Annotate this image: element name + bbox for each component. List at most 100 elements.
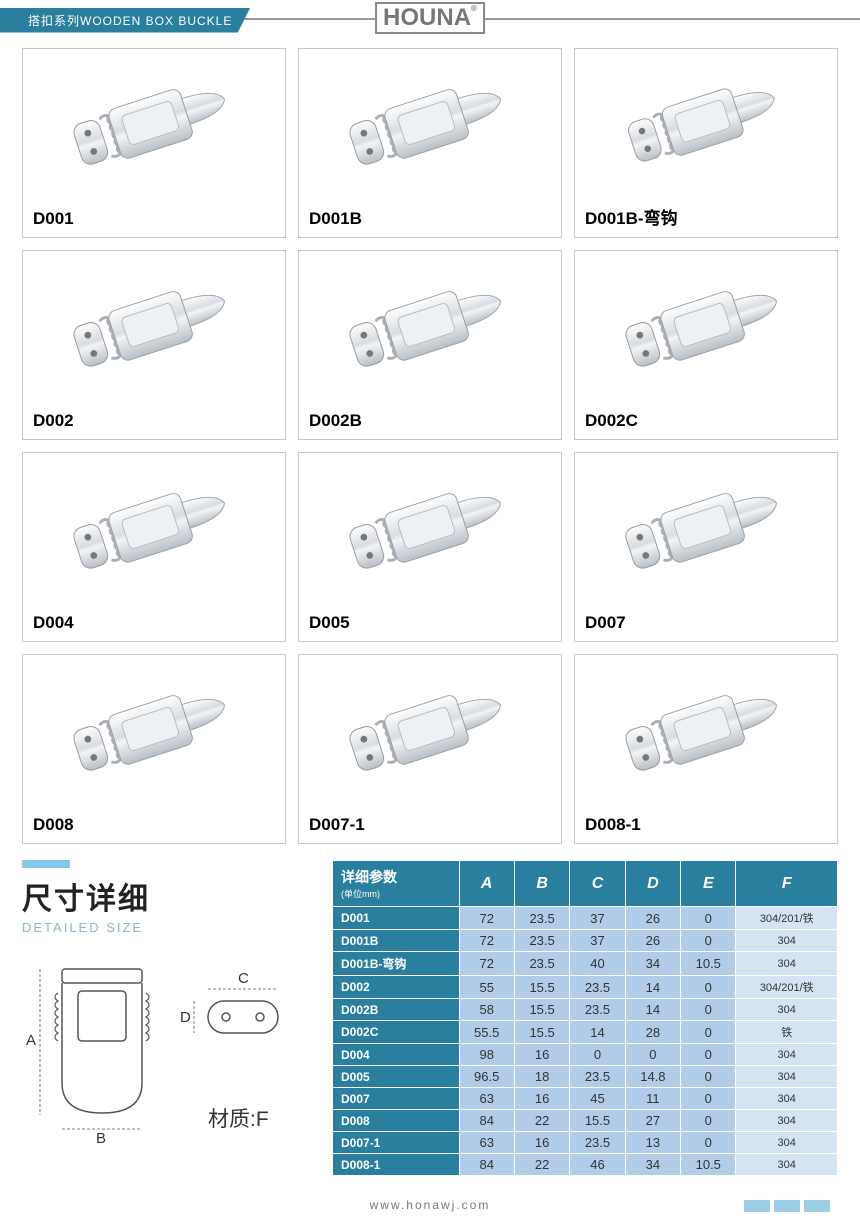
row-value: 16: [514, 1132, 569, 1154]
product-code: D001: [23, 203, 285, 237]
product-code: D002C: [575, 405, 837, 439]
row-code: D008-1: [333, 1154, 460, 1176]
row-value: 0: [570, 1044, 625, 1066]
dimension-diagram: A B C D 材质:F: [22, 953, 312, 1143]
product-card: D004: [22, 452, 286, 642]
row-code: D007-1: [333, 1132, 460, 1154]
size-title-en: DETAILED SIZE: [22, 920, 312, 935]
row-code: D001: [333, 907, 460, 930]
page-header: 搭扣系列WOODEN BOX BUCKLE HOUNA®: [0, 0, 860, 40]
table-row: D002C55.515.514280铁: [333, 1021, 838, 1044]
product-code: D001B-弯钩: [575, 198, 837, 237]
row-value: 0: [681, 1132, 736, 1154]
row-value: 37: [570, 907, 625, 930]
product-code: D002B: [299, 405, 561, 439]
product-image: [23, 49, 285, 203]
table-row: D00596.51823.514.80304: [333, 1066, 838, 1088]
row-value: 0: [681, 1021, 736, 1044]
product-card: D007: [574, 452, 838, 642]
row-value: 23.5: [570, 976, 625, 999]
row-value: 304/201/铁: [736, 976, 838, 999]
row-value: 0: [681, 999, 736, 1021]
product-image: [299, 49, 561, 203]
spec-col-B: B: [514, 861, 569, 907]
row-value: 40: [570, 952, 625, 976]
product-image: [575, 453, 837, 607]
row-value: 304: [736, 1110, 838, 1132]
product-code: D008: [23, 809, 285, 843]
row-value: 23.5: [514, 907, 569, 930]
spec-col-E: E: [681, 861, 736, 907]
row-value: 0: [681, 1110, 736, 1132]
row-code: D004: [333, 1044, 460, 1066]
row-value: 15.5: [514, 999, 569, 1021]
row-value: 34: [625, 952, 680, 976]
row-value: 84: [459, 1154, 514, 1176]
spec-table: 详细参数(单位mm)ABCDEF D0017223.537260304/201/…: [332, 860, 838, 1176]
row-value: 27: [625, 1110, 680, 1132]
row-value: 14: [625, 976, 680, 999]
row-value: 14: [625, 999, 680, 1021]
row-value: 96.5: [459, 1066, 514, 1088]
row-value: 14.8: [625, 1066, 680, 1088]
table-row: D007631645110304: [333, 1088, 838, 1110]
row-value: 304: [736, 1154, 838, 1176]
dim-b: B: [96, 1130, 106, 1143]
row-value: 18: [514, 1066, 569, 1088]
row-value: 304/201/铁: [736, 907, 838, 930]
row-value: 13: [625, 1132, 680, 1154]
size-title-cn: 尺寸详细: [22, 874, 312, 918]
product-card: D001: [22, 48, 286, 238]
row-value: 0: [681, 1066, 736, 1088]
spec-col-A: A: [459, 861, 514, 907]
product-image: [23, 655, 285, 809]
spec-col-F: F: [736, 861, 838, 907]
row-value: 55: [459, 976, 514, 999]
table-row: D001B-弯钩7223.5403410.5304: [333, 952, 838, 976]
product-code: D008-1: [575, 809, 837, 843]
product-code: D004: [23, 607, 285, 641]
row-value: 0: [681, 976, 736, 999]
row-value: 304: [736, 1066, 838, 1088]
spec-body: D0017223.537260304/201/铁D001B7223.537260…: [333, 907, 838, 1176]
row-value: 15.5: [570, 1110, 625, 1132]
table-row: D008-18422463410.5304: [333, 1154, 838, 1176]
material-label: 材质:F: [208, 1103, 269, 1133]
dim-d: D: [180, 1009, 191, 1026]
table-row: D0017223.537260304/201/铁: [333, 907, 838, 930]
row-code: D001B-弯钩: [333, 952, 460, 976]
product-image: [575, 251, 837, 405]
spec-col-C: C: [570, 861, 625, 907]
row-value: 55.5: [459, 1021, 514, 1044]
row-value: 16: [514, 1088, 569, 1110]
spec-header-title: 详细参数(单位mm): [333, 861, 460, 907]
product-code: D002: [23, 405, 285, 439]
row-value: 23.5: [514, 952, 569, 976]
row-value: 63: [459, 1132, 514, 1154]
brand-logo: HOUNA®: [375, 2, 485, 34]
row-value: 22: [514, 1110, 569, 1132]
row-value: 23.5: [570, 1132, 625, 1154]
row-value: 11: [625, 1088, 680, 1110]
row-value: 84: [459, 1110, 514, 1132]
footer-blocks: [744, 1200, 830, 1212]
row-code: D002C: [333, 1021, 460, 1044]
bottom-section: 尺寸详细 DETAILED SIZE: [0, 852, 860, 1176]
row-value: 58: [459, 999, 514, 1021]
product-image: [575, 49, 837, 198]
product-image: [23, 251, 285, 405]
row-value: 72: [459, 930, 514, 952]
product-card: D007-1: [298, 654, 562, 844]
product-code: D007-1: [299, 809, 561, 843]
accent-bar: [22, 860, 70, 868]
row-value: 304: [736, 1132, 838, 1154]
row-value: 304: [736, 930, 838, 952]
product-image: [299, 655, 561, 809]
row-value: 10.5: [681, 1154, 736, 1176]
row-value: 45: [570, 1088, 625, 1110]
row-value: 22: [514, 1154, 569, 1176]
product-card: D008-1: [574, 654, 838, 844]
row-value: 304: [736, 1044, 838, 1066]
row-value: 15.5: [514, 976, 569, 999]
product-card: D001B-弯钩: [574, 48, 838, 238]
